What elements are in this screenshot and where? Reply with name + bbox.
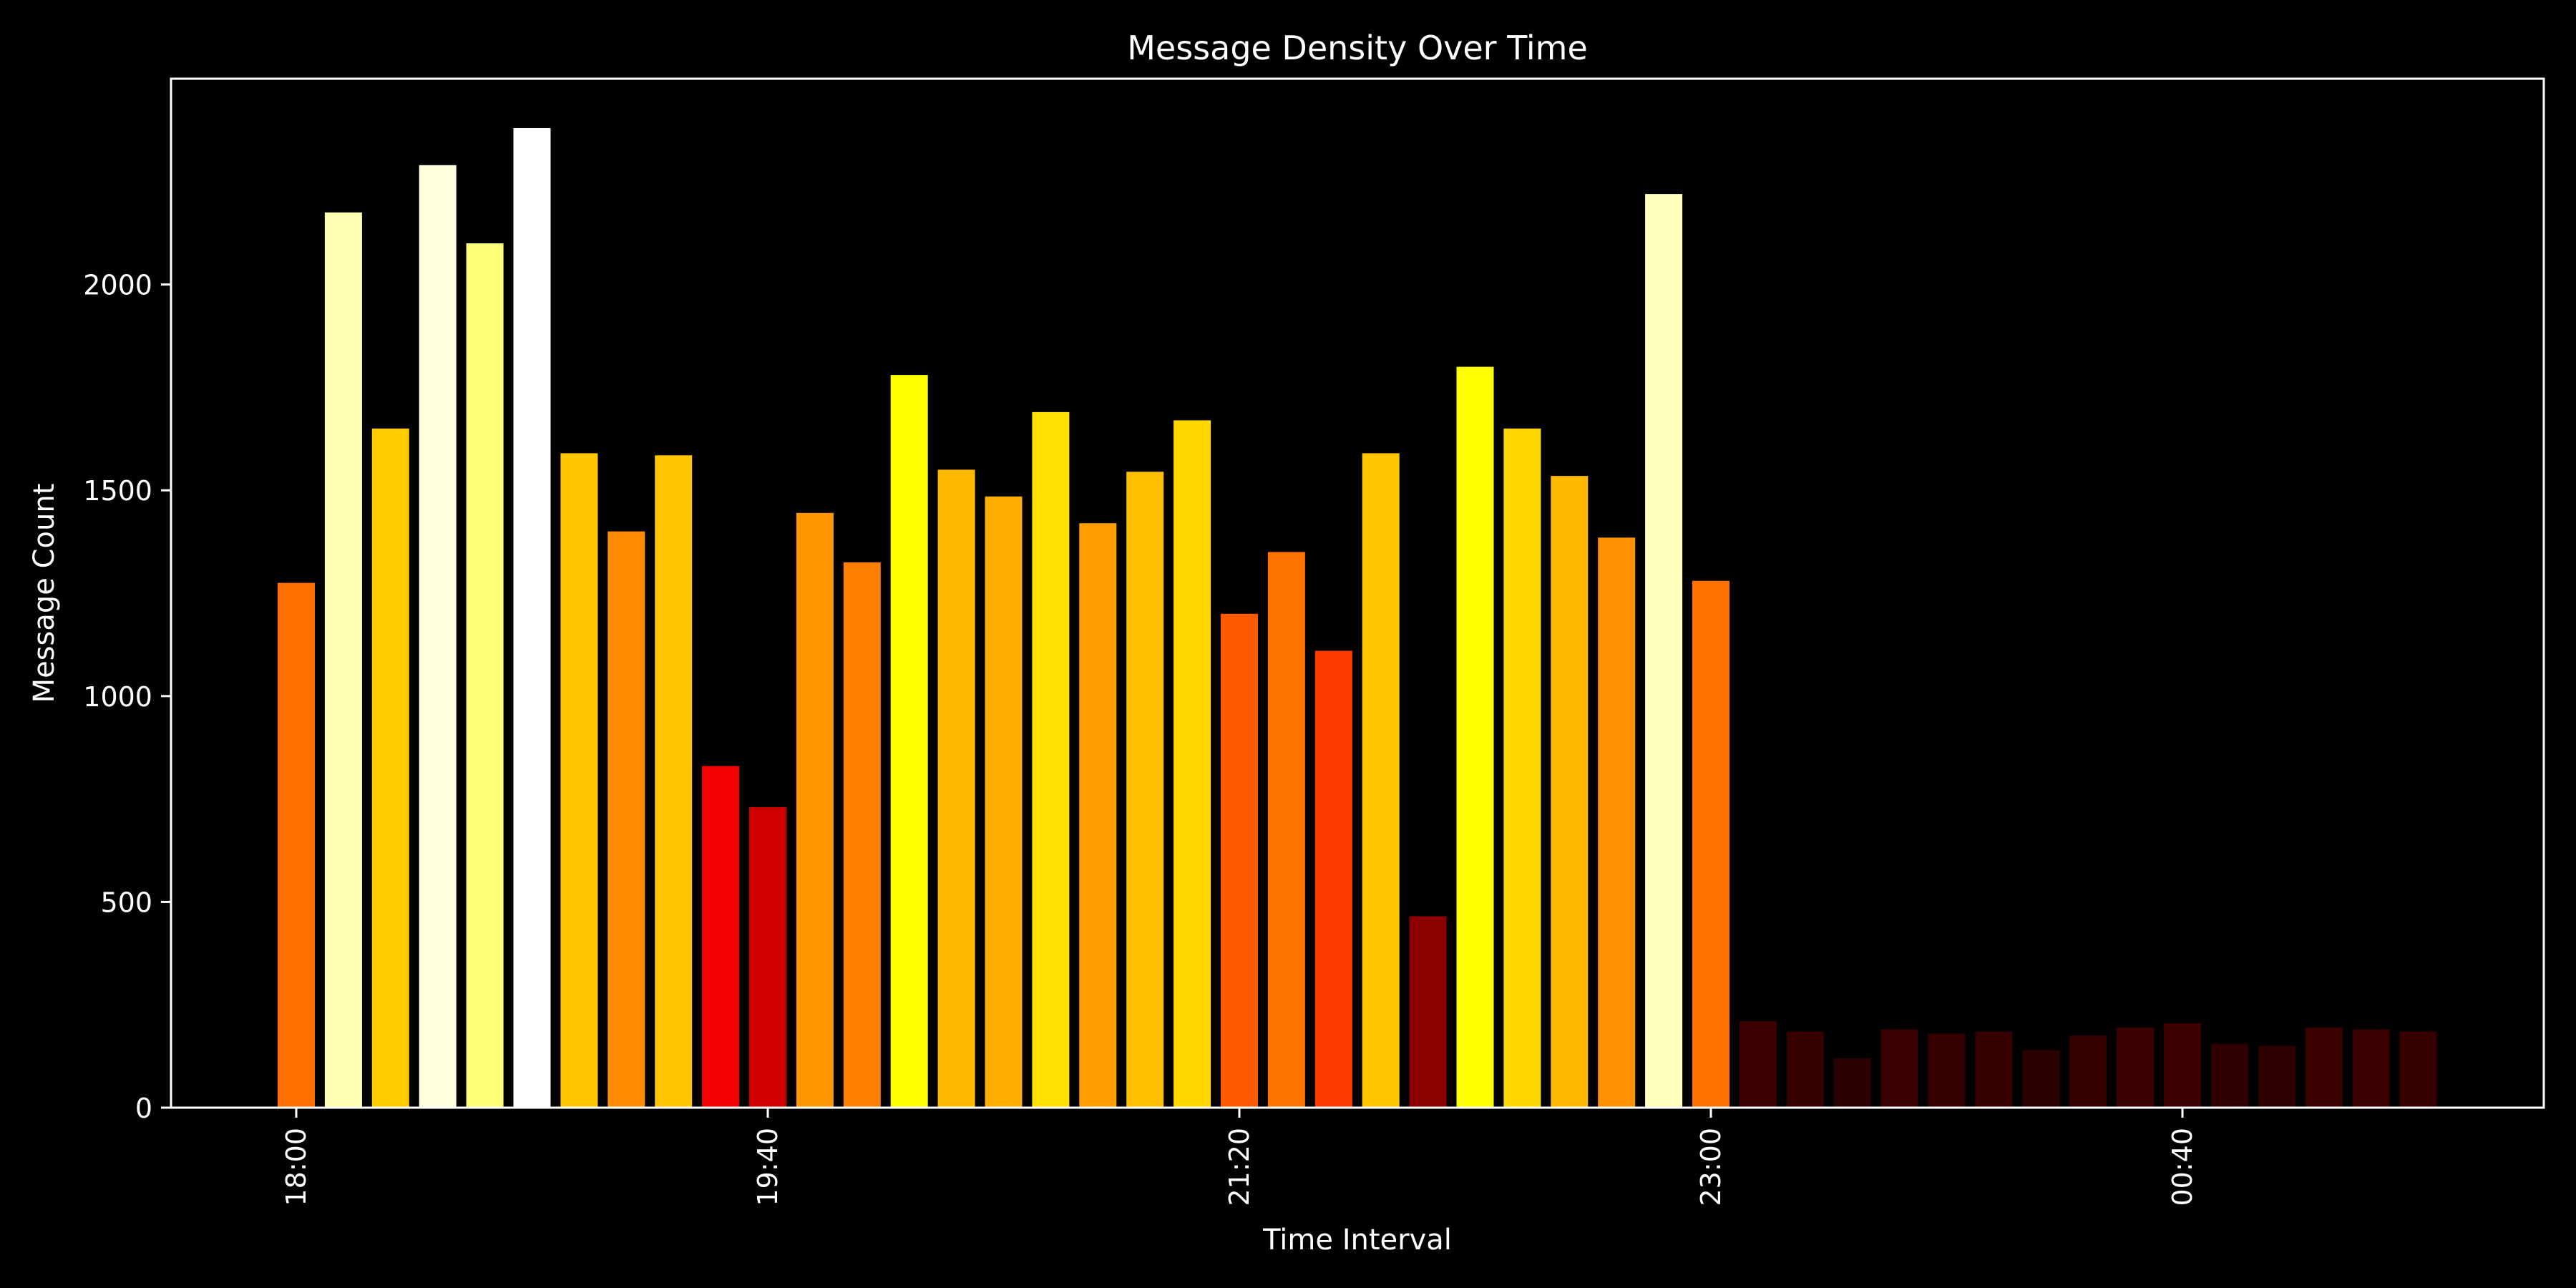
bar-2000 bbox=[843, 562, 881, 1108]
bar-1950 bbox=[796, 512, 834, 1108]
bar-2150 bbox=[1362, 453, 1400, 1108]
chart-title: Message Density Over Time bbox=[1127, 29, 1588, 67]
bar-2110 bbox=[1174, 420, 1211, 1108]
bar-2320 bbox=[1786, 1031, 1824, 1108]
bar-2140 bbox=[1314, 650, 1352, 1108]
bar-2130 bbox=[1267, 552, 1305, 1108]
bar-1920 bbox=[655, 455, 693, 1108]
bar-2300 bbox=[1692, 580, 1729, 1108]
bar-0030 bbox=[2117, 1027, 2155, 1108]
bar-2250 bbox=[1645, 194, 1683, 1108]
bar-2220 bbox=[1503, 428, 1541, 1108]
x-tick-label: 18:00 bbox=[280, 1128, 312, 1206]
bar-1830 bbox=[419, 165, 457, 1108]
bar-1810 bbox=[324, 212, 362, 1108]
bar-1800 bbox=[278, 582, 315, 1108]
bar-1930 bbox=[702, 766, 740, 1108]
bar-2200 bbox=[1409, 916, 1447, 1108]
y-tick-label: 0 bbox=[135, 1093, 152, 1124]
bar-0000 bbox=[1975, 1031, 2013, 1108]
plot-frame bbox=[170, 77, 2545, 1109]
bar-2340 bbox=[1880, 1029, 1918, 1108]
y-axis-label: Message Count bbox=[28, 484, 61, 703]
y-axis: 0 500 1000 1500 2000 bbox=[83, 270, 171, 1124]
x-axis-label: Time Interval bbox=[1262, 1224, 1452, 1257]
bar-2230 bbox=[1551, 476, 1589, 1108]
x-tick-label: 23:00 bbox=[1695, 1128, 1727, 1206]
bar-2030 bbox=[985, 496, 1023, 1108]
x-tick-label: 00:40 bbox=[2167, 1128, 2198, 1206]
bar-0020 bbox=[2069, 1035, 2107, 1108]
bar-0010 bbox=[2022, 1050, 2060, 1108]
bar-0110 bbox=[2305, 1027, 2343, 1108]
x-tick-label: 19:40 bbox=[752, 1128, 784, 1206]
bar-1900 bbox=[560, 453, 598, 1108]
x-tick-label: 21:20 bbox=[1224, 1128, 1255, 1206]
bar-2020 bbox=[937, 469, 975, 1108]
bar-1840 bbox=[466, 243, 504, 1108]
bar-2040 bbox=[1032, 411, 1070, 1108]
y-tick-label: 1000 bbox=[83, 681, 152, 713]
bar-2240 bbox=[1598, 537, 1636, 1108]
bar-2120 bbox=[1221, 613, 1258, 1108]
bar-2210 bbox=[1456, 366, 1494, 1108]
bar-2350 bbox=[1928, 1033, 1966, 1108]
bar-1850 bbox=[513, 128, 551, 1108]
y-tick-label: 2000 bbox=[83, 270, 152, 301]
bar-0120 bbox=[2352, 1029, 2390, 1108]
bars-group bbox=[278, 128, 2437, 1108]
y-tick-label: 1500 bbox=[83, 475, 152, 507]
bar-2010 bbox=[890, 375, 928, 1108]
bar-0050 bbox=[2210, 1043, 2248, 1108]
bar-2330 bbox=[1833, 1058, 1871, 1108]
bar-1820 bbox=[371, 428, 409, 1108]
bar-0100 bbox=[2258, 1045, 2296, 1108]
bar-0040 bbox=[2164, 1023, 2201, 1108]
bar-2050 bbox=[1079, 523, 1117, 1108]
y-tick-label: 500 bbox=[100, 887, 152, 918]
bar-1910 bbox=[608, 531, 645, 1108]
bar-1940 bbox=[749, 807, 786, 1108]
bar-2100 bbox=[1126, 472, 1164, 1108]
x-axis: 18:00 19:40 21:20 23:00 00:40 bbox=[280, 1108, 2198, 1206]
bar-2310 bbox=[1739, 1021, 1777, 1108]
bar-0130 bbox=[2399, 1031, 2437, 1108]
